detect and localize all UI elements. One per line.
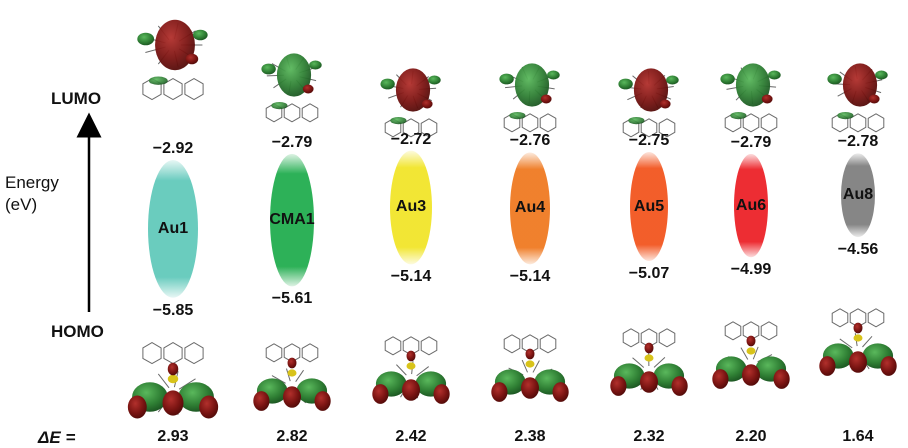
homo-orbital-illustration	[610, 329, 687, 396]
lumo-value: −2.79	[272, 134, 312, 152]
lumo-orbital-illustration	[720, 63, 780, 131]
compound-name: Au3	[396, 198, 426, 216]
gap-value: 2.20	[735, 428, 766, 446]
homo-value: −5.14	[391, 268, 431, 286]
delta-e-label: ΔE =	[38, 428, 75, 448]
homo-orbital-illustration	[712, 322, 789, 389]
lumo-value: −2.72	[391, 131, 431, 149]
compound-name: Au4	[515, 199, 545, 217]
gap-value: 1.64	[842, 428, 873, 446]
homo-orbital-illustration	[491, 335, 568, 402]
lumo-value: −2.76	[510, 132, 550, 150]
homo-value: −4.56	[838, 241, 878, 259]
lumo-value: −2.79	[731, 134, 771, 152]
homo-value: −4.99	[731, 261, 771, 279]
homo-value: −5.85	[153, 302, 193, 320]
energy-label-line1: Energy	[5, 172, 59, 194]
gap-value: 2.93	[157, 428, 188, 446]
homo-value: −5.07	[629, 265, 669, 283]
compound-name: CMA1	[269, 211, 314, 229]
compound-name: Au5	[634, 198, 664, 216]
compound-name: Au1	[158, 220, 188, 238]
homo-label: HOMO	[51, 322, 104, 342]
lumo-value: −2.75	[629, 132, 669, 150]
energy-label-line2: (eV)	[5, 194, 59, 216]
lumo-orbital-illustration	[380, 68, 440, 136]
gap-value: 2.42	[395, 428, 426, 446]
compound-name: Au6	[736, 197, 766, 215]
energy-axis-label: Energy (eV)	[5, 172, 59, 216]
compound-name: Au8	[843, 186, 873, 204]
homo-orbital-illustration	[372, 337, 449, 404]
lumo-value: −2.78	[838, 133, 878, 151]
gap-value: 2.82	[276, 428, 307, 446]
homo-value: −5.61	[272, 290, 312, 308]
homo-orbital-illustration	[128, 343, 218, 419]
lumo-orbital-illustration	[261, 53, 321, 121]
gap-value: 2.32	[633, 428, 664, 446]
lumo-orbital-illustration	[137, 20, 207, 100]
lumo-label: LUMO	[51, 89, 101, 109]
lumo-orbital-illustration	[827, 63, 887, 131]
lumo-value: −2.92	[153, 140, 193, 158]
homo-orbital-illustration	[253, 344, 330, 411]
homo-value: −5.14	[510, 268, 550, 286]
homo-orbital-illustration	[819, 309, 896, 376]
lumo-orbital-illustration	[618, 68, 678, 136]
gap-value: 2.38	[514, 428, 545, 446]
lumo-orbital-illustration	[499, 63, 559, 131]
